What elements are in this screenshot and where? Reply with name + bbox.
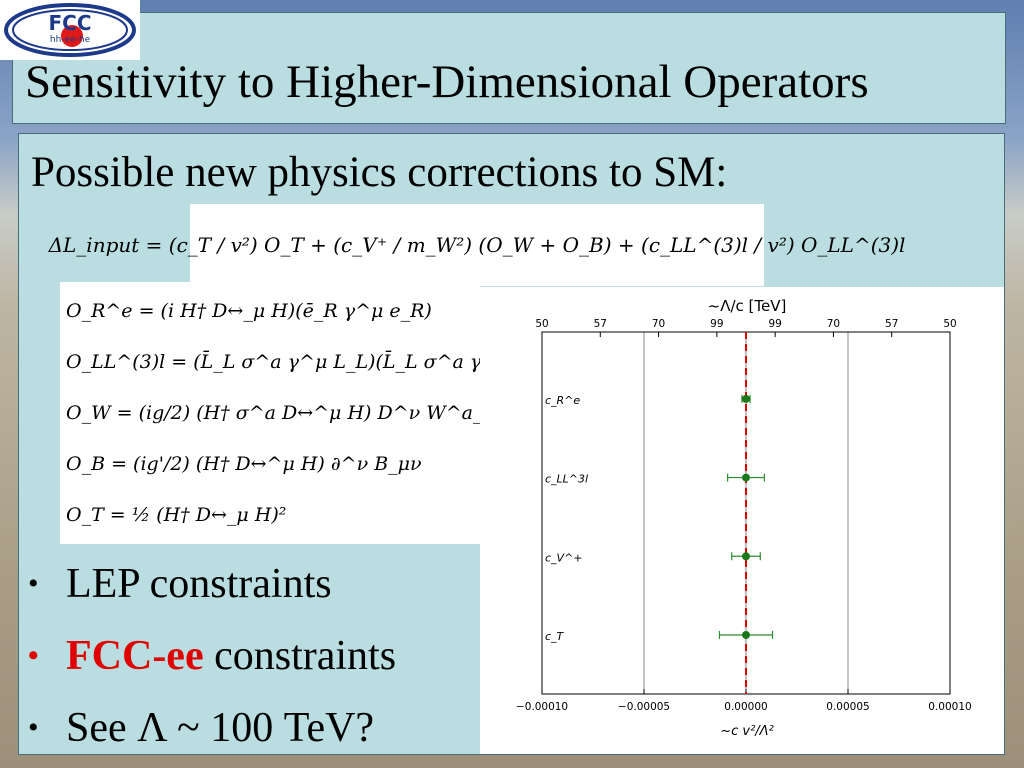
bullet-dot: • (28, 567, 39, 600)
chart-title: ~Λ/c [TeV] (708, 297, 787, 315)
x-tick-label: −0.00010 (516, 701, 568, 713)
data-point (742, 630, 750, 639)
x-tick-label: 0.00000 (724, 701, 767, 713)
x-axis-label: ~c v²/Λ² (720, 724, 774, 739)
data-point (742, 473, 750, 482)
top-tick-label: 70 (652, 318, 665, 330)
data-point (742, 552, 750, 561)
constraint-chart: ~Λ/c [TeV] 50 57 70 99 99 70 57 50 −0.00010 −0.0… (480, 287, 1004, 754)
bottom-axis: −0.00010 −0.00005 0.00000 0.00005 0.00010 (516, 689, 972, 713)
top-tick-label: 50 (943, 318, 956, 330)
lagrangian-text: ΔL_input = (c_T / v²) O_T + (c_V⁺ / m_W²… (48, 233, 906, 257)
bullet-text: See Λ ~ 100 TeV? (66, 705, 375, 751)
operator-ot: O_T = ½ (H† D↔_μ H)² (66, 504, 287, 526)
bullet-text: constraints (203, 633, 397, 679)
x-tick-label: −0.00005 (618, 701, 670, 713)
lagrangian-equation: ΔL_input = (c_T / v²) O_T + (c_V⁺ / m_W²… (49, 204, 905, 286)
title-panel: Sensitivity to Higher-Dimensional Operat… (12, 12, 1006, 124)
y-axis-labels: c_R^e c_LL^3l c_V^+ c_T (545, 394, 588, 643)
constraint-plot: ~Λ/c [TeV] 50 57 70 99 99 70 57 50 −0.00010 −0.0… (516, 297, 972, 739)
operator-or: O_R^e = (i H† D↔_μ H)(ē_R γ^μ e_R) (66, 300, 432, 322)
top-tick-label: 70 (827, 318, 840, 330)
operator-ow: O_W = (ig/2) (H† σ^a D↔^μ H) D^ν W^a_μν (66, 402, 507, 424)
x-tick-label: 0.00005 (826, 701, 869, 713)
operator-ob: O_B = (ig'/2) (H† D↔^μ H) ∂^ν B_μν (66, 453, 422, 475)
fcc-logo: FCC hh-ee-he (0, 0, 140, 60)
top-tick-label: 99 (768, 318, 781, 330)
top-tick-label: 57 (594, 318, 607, 330)
top-tick-label: 50 (535, 318, 548, 330)
bullet-dot: • (28, 711, 39, 744)
bullet-list: • LEP constraints • FCC-ee constraints •… (28, 548, 396, 764)
bullet-dot: • (28, 639, 39, 672)
top-tick-label: 99 (710, 318, 723, 330)
bullet-item: • LEP constraints (28, 548, 396, 620)
data-point (742, 394, 750, 403)
y-category-label: c_V^+ (545, 551, 583, 564)
data-points (718, 394, 774, 639)
y-category-label: c_LL^3l (545, 473, 588, 486)
bullet-text: LEP constraints (66, 561, 332, 607)
operator-definitions: O_R^e = (i H† D↔_μ H)(ē_R γ^μ e_R) O_LL^… (60, 282, 552, 544)
bullet-item: • See Λ ~ 100 TeV? (28, 692, 396, 764)
top-tick-label: 57 (885, 318, 898, 330)
y-category-label: c_T (545, 630, 565, 643)
logo-text-fcc: FCC (48, 11, 91, 35)
y-category-label: c_R^e (545, 394, 580, 407)
logo-text-sub: hh-ee-he (50, 35, 91, 45)
slide-title: Sensitivity to Higher-Dimensional Operat… (25, 56, 869, 108)
bullet-highlight: FCC-ee (66, 633, 204, 679)
bullet-item: • FCC-ee constraints (28, 620, 396, 692)
slide-subtitle: Possible new physics corrections to SM: (31, 149, 728, 196)
fcc-logo-graphic: FCC hh-ee-he (4, 3, 136, 57)
operator-oll: O_LL^(3)l = (L̄_L σ^a γ^μ L_L)(L̄_L σ^a … (66, 351, 552, 373)
x-tick-label: 0.00010 (928, 701, 971, 713)
